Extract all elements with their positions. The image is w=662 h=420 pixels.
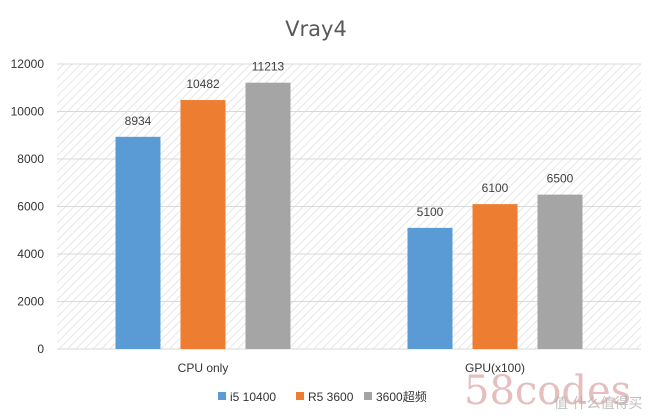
bar <box>537 194 583 349</box>
data-label: 11213 <box>252 60 285 74</box>
x-axis: CPU only GPU(x100) <box>178 361 525 375</box>
bars <box>115 82 583 350</box>
y-tick-label: 6000 <box>17 200 44 214</box>
y-tick-label: 8000 <box>17 152 44 166</box>
data-label: 5100 <box>417 205 444 219</box>
legend-label: R5 3600 <box>308 390 354 404</box>
bar <box>407 227 453 349</box>
legend-label: i5 10400 <box>230 390 276 404</box>
bar <box>245 82 291 349</box>
watermark-site: 值 什么值得买 <box>554 395 642 412</box>
chart-title: Vray4 <box>285 17 347 41</box>
y-tick-label: 10000 <box>11 105 45 119</box>
bar <box>180 100 226 350</box>
x-tick-label: CPU only <box>178 361 229 375</box>
y-axis: 0 2000 4000 6000 8000 10000 12000 <box>11 57 45 356</box>
data-labels: 8934 10482 11213 5100 6100 6500 <box>125 60 574 219</box>
legend-swatch <box>296 392 304 400</box>
data-label: 10482 <box>186 77 220 91</box>
y-tick-label: 2000 <box>17 295 44 309</box>
bar <box>472 204 518 349</box>
y-tick-label: 12000 <box>11 57 45 71</box>
x-tick-label: GPU(x100) <box>465 361 525 375</box>
legend-label: 3600超频 <box>376 389 427 404</box>
legend-swatch <box>218 392 226 400</box>
legend-swatch <box>364 392 372 400</box>
data-label: 6100 <box>482 181 509 195</box>
bar <box>115 136 161 349</box>
y-tick-label: 0 <box>37 342 44 356</box>
y-tick-label: 4000 <box>17 247 44 261</box>
data-label: 6500 <box>547 172 574 186</box>
watermark-code: 58codes <box>464 368 631 414</box>
data-label: 8934 <box>125 114 152 128</box>
legend: i5 10400 R5 3600 3600超频 <box>218 389 427 404</box>
